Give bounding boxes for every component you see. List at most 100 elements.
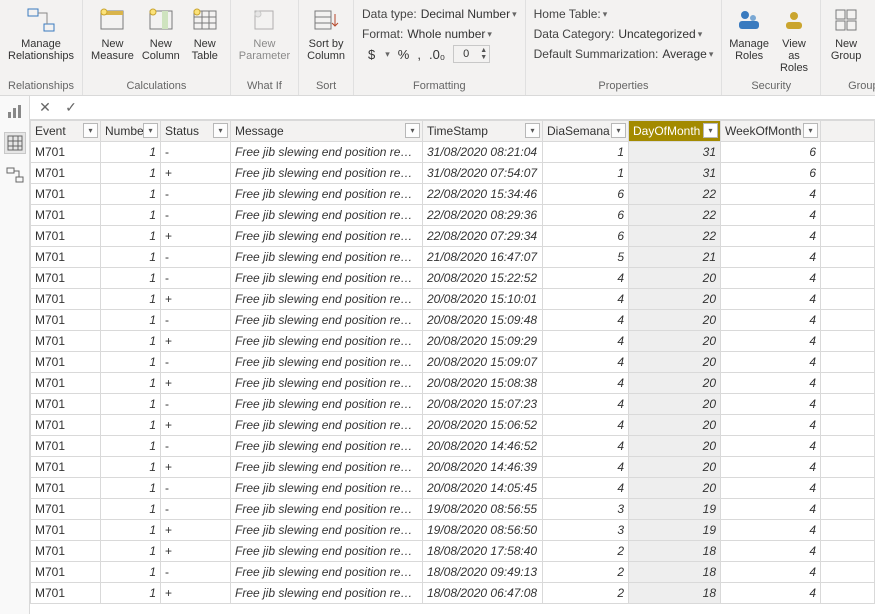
- cell-event[interactable]: M701: [31, 310, 101, 331]
- report-view-button[interactable]: [4, 100, 26, 122]
- cell-timestamp[interactable]: 31/08/2020 08:21:04: [423, 142, 543, 163]
- cell-status[interactable]: +: [161, 331, 231, 352]
- cell-diasemana[interactable]: 2: [543, 583, 629, 604]
- cell-message[interactable]: Free jib slewing end position reached: [231, 184, 423, 205]
- cell-event[interactable]: M701: [31, 226, 101, 247]
- table-row[interactable]: M7011-Free jib slewing end position reac…: [31, 394, 875, 415]
- manage-relationships-button[interactable]: Manage Relationships: [4, 2, 78, 64]
- cell-timestamp[interactable]: 20/08/2020 15:07:23: [423, 394, 543, 415]
- cell-dayofmonth[interactable]: 20: [629, 310, 721, 331]
- cell-status[interactable]: -: [161, 184, 231, 205]
- cell-weekofmonth[interactable]: 4: [721, 226, 821, 247]
- cell-weekofmonth[interactable]: 4: [721, 436, 821, 457]
- cell-number[interactable]: 1: [101, 226, 161, 247]
- cell-timestamp[interactable]: 20/08/2020 15:06:52: [423, 415, 543, 436]
- cell-timestamp[interactable]: 20/08/2020 15:22:52: [423, 268, 543, 289]
- cell-number[interactable]: 1: [101, 352, 161, 373]
- cell-message[interactable]: Free jib slewing end position reached: [231, 394, 423, 415]
- cell-message[interactable]: Free jib slewing end position reached: [231, 583, 423, 604]
- step-down-icon[interactable]: ▼: [478, 54, 489, 61]
- commit-formula-button[interactable]: ✓: [62, 99, 80, 116]
- cell-dayofmonth[interactable]: 21: [629, 247, 721, 268]
- cell-dayofmonth[interactable]: 18: [629, 583, 721, 604]
- cell-diasemana[interactable]: 4: [543, 289, 629, 310]
- table-row[interactable]: M7011+Free jib slewing end position reac…: [31, 331, 875, 352]
- cell-number[interactable]: 1: [101, 478, 161, 499]
- cell-weekofmonth[interactable]: 4: [721, 268, 821, 289]
- cancel-formula-button[interactable]: ✕: [36, 99, 54, 116]
- dropdown-caret[interactable]: ▾: [385, 49, 390, 60]
- cell-number[interactable]: 1: [101, 289, 161, 310]
- cell-dayofmonth[interactable]: 31: [629, 142, 721, 163]
- cell-weekofmonth[interactable]: 4: [721, 499, 821, 520]
- column-header-diasemana[interactable]: DiaSemana▾: [543, 121, 629, 142]
- cell-status[interactable]: -: [161, 268, 231, 289]
- cell-timestamp[interactable]: 18/08/2020 06:47:08: [423, 583, 543, 604]
- thousands-button[interactable]: ,: [417, 47, 421, 62]
- cell-event[interactable]: M701: [31, 373, 101, 394]
- cell-weekofmonth[interactable]: 4: [721, 520, 821, 541]
- cell-diasemana[interactable]: 4: [543, 373, 629, 394]
- cell-dayofmonth[interactable]: 31: [629, 163, 721, 184]
- cell-diasemana[interactable]: 4: [543, 394, 629, 415]
- table-row[interactable]: M7011-Free jib slewing end position reac…: [31, 562, 875, 583]
- cell-dayofmonth[interactable]: 19: [629, 520, 721, 541]
- column-header-message[interactable]: Message▾: [231, 121, 423, 142]
- cell-timestamp[interactable]: 22/08/2020 08:29:36: [423, 205, 543, 226]
- cell-number[interactable]: 1: [101, 541, 161, 562]
- cell-event[interactable]: M701: [31, 415, 101, 436]
- table-row[interactable]: M7011-Free jib slewing end position reac…: [31, 205, 875, 226]
- data-category-selector[interactable]: Data Category: Uncategorized ▾: [534, 24, 714, 44]
- cell-status[interactable]: +: [161, 163, 231, 184]
- cell-message[interactable]: Free jib slewing end position reached: [231, 520, 423, 541]
- cell-timestamp[interactable]: 20/08/2020 15:09:48: [423, 310, 543, 331]
- cell-weekofmonth[interactable]: 6: [721, 142, 821, 163]
- filter-dropdown-icon[interactable]: ▾: [611, 123, 626, 138]
- format-selector[interactable]: Format: Whole number ▾: [362, 24, 517, 44]
- cell-status[interactable]: -: [161, 436, 231, 457]
- cell-diasemana[interactable]: 3: [543, 520, 629, 541]
- cell-status[interactable]: +: [161, 415, 231, 436]
- cell-weekofmonth[interactable]: 4: [721, 541, 821, 562]
- cell-number[interactable]: 1: [101, 394, 161, 415]
- cell-dayofmonth[interactable]: 22: [629, 184, 721, 205]
- cell-timestamp[interactable]: 20/08/2020 15:10:01: [423, 289, 543, 310]
- cell-message[interactable]: Free jib slewing end position reached: [231, 457, 423, 478]
- edit-groups-button[interactable]: Ed Gro: [867, 2, 875, 64]
- cell-weekofmonth[interactable]: 6: [721, 163, 821, 184]
- cell-diasemana[interactable]: 6: [543, 205, 629, 226]
- cell-status[interactable]: -: [161, 247, 231, 268]
- table-row[interactable]: M7011+Free jib slewing end position reac…: [31, 163, 875, 184]
- cell-dayofmonth[interactable]: 20: [629, 352, 721, 373]
- cell-status[interactable]: +: [161, 226, 231, 247]
- cell-message[interactable]: Free jib slewing end position reached: [231, 541, 423, 562]
- cell-status[interactable]: -: [161, 142, 231, 163]
- cell-message[interactable]: Free jib slewing end position reached: [231, 478, 423, 499]
- cell-status[interactable]: -: [161, 499, 231, 520]
- cell-event[interactable]: M701: [31, 142, 101, 163]
- cell-message[interactable]: Free jib slewing end position reached: [231, 373, 423, 394]
- cell-message[interactable]: Free jib slewing end position reached: [231, 268, 423, 289]
- cell-timestamp[interactable]: 22/08/2020 07:29:34: [423, 226, 543, 247]
- cell-number[interactable]: 1: [101, 583, 161, 604]
- cell-event[interactable]: M701: [31, 520, 101, 541]
- table-row[interactable]: M7011+Free jib slewing end position reac…: [31, 520, 875, 541]
- cell-status[interactable]: +: [161, 289, 231, 310]
- cell-timestamp[interactable]: 19/08/2020 08:56:55: [423, 499, 543, 520]
- cell-diasemana[interactable]: 1: [543, 163, 629, 184]
- cell-number[interactable]: 1: [101, 247, 161, 268]
- column-header-status[interactable]: Status▾: [161, 121, 231, 142]
- cell-number[interactable]: 1: [101, 163, 161, 184]
- view-as-roles-button[interactable]: View as Roles: [772, 2, 816, 76]
- cell-event[interactable]: M701: [31, 478, 101, 499]
- cell-weekofmonth[interactable]: 4: [721, 247, 821, 268]
- new-table-button[interactable]: New Table: [184, 2, 226, 64]
- cell-dayofmonth[interactable]: 20: [629, 436, 721, 457]
- cell-weekofmonth[interactable]: 4: [721, 331, 821, 352]
- cell-event[interactable]: M701: [31, 289, 101, 310]
- cell-number[interactable]: 1: [101, 268, 161, 289]
- cell-status[interactable]: +: [161, 583, 231, 604]
- new-column-button[interactable]: New Column: [138, 2, 184, 64]
- cell-timestamp[interactable]: 20/08/2020 15:09:29: [423, 331, 543, 352]
- cell-event[interactable]: M701: [31, 331, 101, 352]
